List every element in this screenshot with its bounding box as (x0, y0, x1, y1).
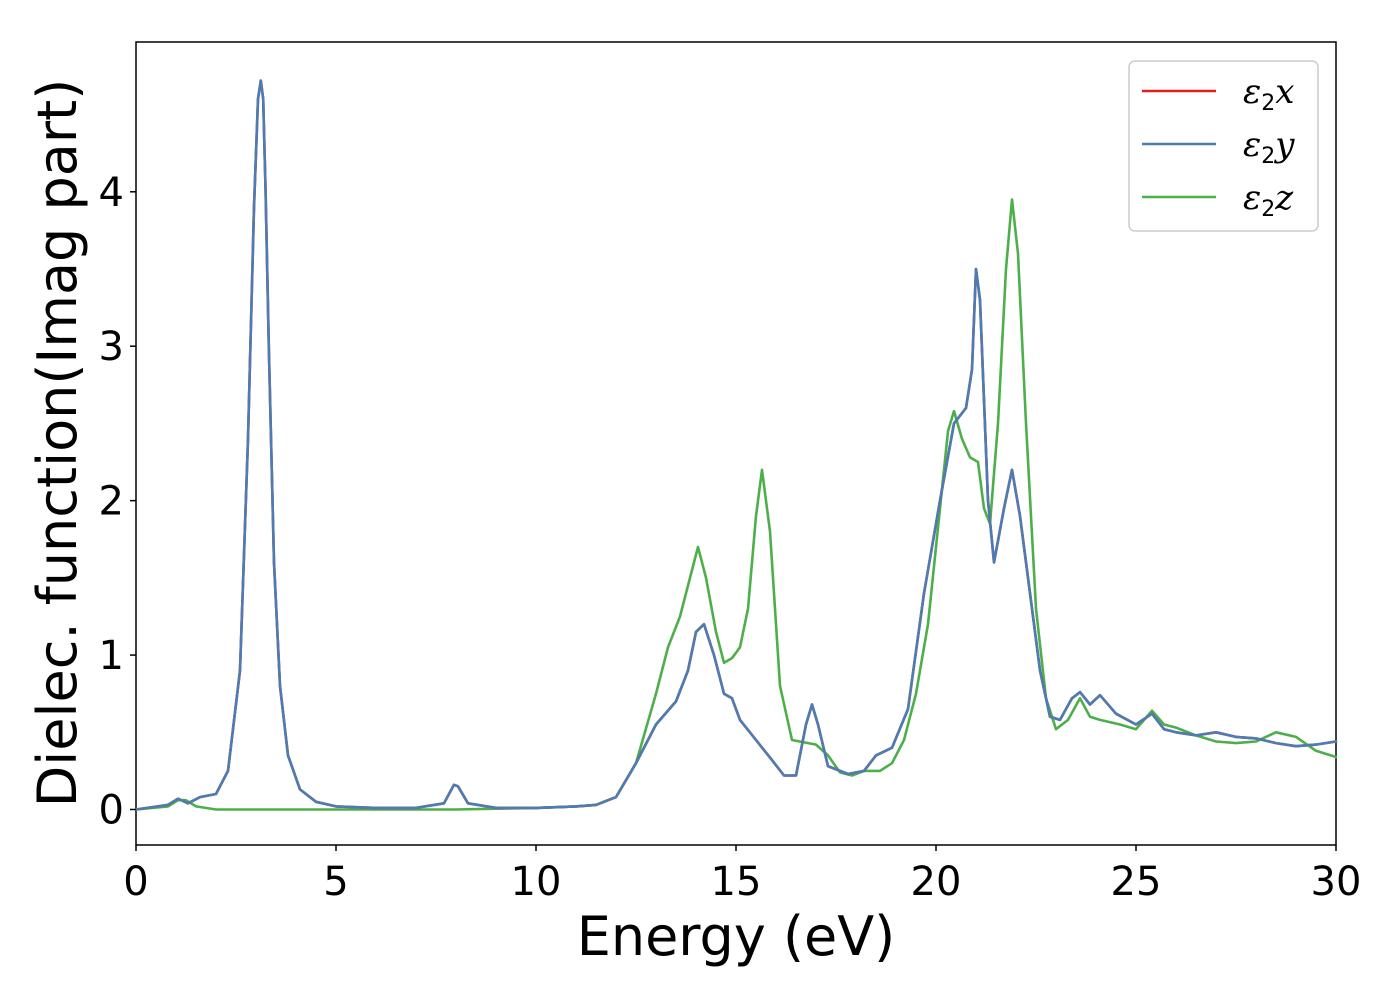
x-tick-label: 10 (511, 859, 562, 905)
legend-label: ε2x (1243, 72, 1294, 116)
legend-label: ε2z (1243, 178, 1294, 222)
x-tick-label: 30 (1311, 859, 1362, 905)
y-tick-label: 2 (99, 479, 124, 525)
y-tick-label: 4 (99, 170, 124, 216)
y-tick-label: 1 (99, 633, 124, 679)
series-layer (134, 79, 1338, 811)
legend-frame (1128, 60, 1319, 232)
series-line-ε2y (134, 79, 1338, 811)
x-tick-label: 0 (123, 859, 148, 905)
x-axis: 0 5 10 15 20 25 30 (123, 845, 1361, 905)
x-tick-label: 5 (323, 859, 348, 905)
y-axis-title: Dielec. function(Imag part) (26, 79, 89, 808)
y-tick-label: 0 (99, 787, 124, 833)
y-tick-label: 3 (99, 324, 124, 370)
y-axis: 0 1 2 3 4 (99, 170, 136, 833)
legend-label: ε2y (1243, 125, 1295, 169)
x-axis-title: Energy (eV) (577, 905, 896, 968)
x-tick-label: 25 (1111, 859, 1162, 905)
legend: ε2x ε2y ε2z (1128, 60, 1319, 232)
x-tick-label: 20 (911, 859, 962, 905)
x-tick-label: 15 (711, 859, 762, 905)
